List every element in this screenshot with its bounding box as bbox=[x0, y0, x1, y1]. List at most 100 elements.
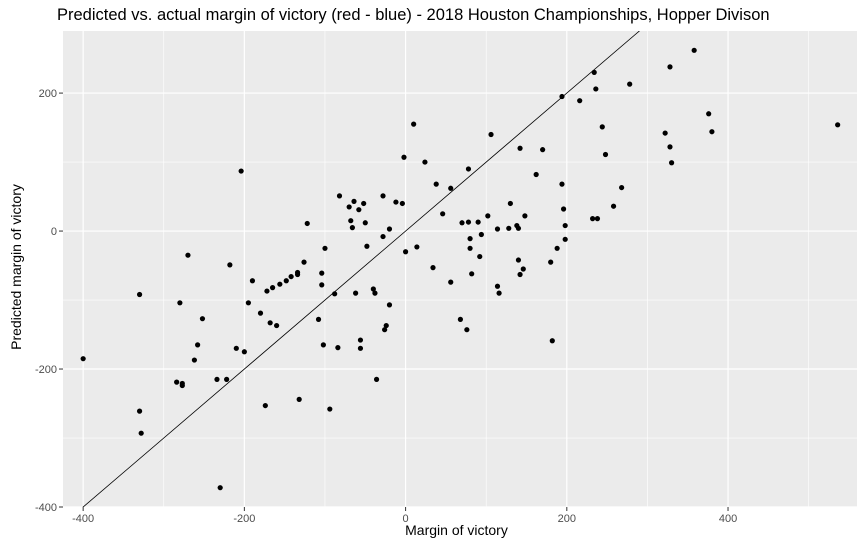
data-point bbox=[560, 206, 567, 212]
data-point bbox=[464, 327, 470, 333]
data-point bbox=[296, 396, 302, 402]
data-point bbox=[414, 244, 420, 250]
data-point bbox=[610, 203, 617, 209]
data-point bbox=[488, 131, 494, 138]
data-point bbox=[599, 124, 605, 130]
data-point bbox=[191, 357, 197, 363]
data-point bbox=[602, 151, 609, 158]
data-point bbox=[533, 171, 539, 178]
data-point bbox=[353, 290, 359, 296]
data-point bbox=[332, 291, 338, 297]
data-point bbox=[356, 207, 362, 213]
data-point bbox=[257, 310, 264, 316]
data-point bbox=[386, 226, 393, 232]
data-point bbox=[269, 285, 276, 291]
data-point bbox=[515, 257, 522, 263]
data-point bbox=[401, 154, 407, 160]
data-point bbox=[199, 316, 206, 322]
data-point bbox=[548, 259, 554, 265]
data-point bbox=[540, 147, 546, 153]
data-point bbox=[554, 245, 560, 251]
data-point bbox=[507, 200, 513, 207]
data-point bbox=[362, 220, 368, 226]
data-point bbox=[238, 168, 244, 174]
data-point bbox=[591, 69, 597, 75]
data-point bbox=[174, 379, 180, 385]
data-point bbox=[348, 218, 354, 224]
data-point bbox=[506, 225, 512, 231]
data-point bbox=[383, 322, 389, 329]
y-tick-label: 0 bbox=[51, 226, 57, 238]
data-point bbox=[422, 159, 428, 165]
data-point bbox=[267, 320, 273, 326]
data-point bbox=[319, 270, 325, 276]
data-point bbox=[380, 233, 386, 240]
data-point bbox=[478, 231, 484, 238]
data-point bbox=[288, 273, 294, 280]
reference-line bbox=[82, 31, 640, 507]
data-point bbox=[662, 130, 668, 136]
data-point bbox=[667, 64, 673, 70]
data-point bbox=[709, 129, 715, 135]
data-point bbox=[465, 219, 472, 225]
data-point bbox=[562, 236, 568, 242]
data-point bbox=[494, 226, 501, 232]
data-point bbox=[364, 243, 370, 249]
data-point bbox=[351, 198, 357, 204]
data-point bbox=[361, 200, 367, 207]
data-point bbox=[185, 252, 191, 258]
data-point bbox=[448, 279, 454, 285]
data-point bbox=[357, 337, 364, 343]
chart-title: Predicted vs. actual margin of victory (… bbox=[57, 6, 770, 24]
data-point bbox=[402, 249, 409, 255]
y-tick-label: 200 bbox=[39, 88, 57, 100]
data-point bbox=[475, 219, 481, 225]
data-point bbox=[241, 349, 247, 355]
data-point bbox=[515, 225, 522, 231]
data-point bbox=[372, 290, 378, 296]
data-point bbox=[80, 356, 86, 362]
data-point bbox=[494, 283, 501, 289]
data-point bbox=[136, 291, 143, 298]
x-tick-label: 0 bbox=[403, 513, 409, 525]
data-point bbox=[274, 322, 280, 329]
data-point bbox=[467, 245, 473, 251]
data-point bbox=[373, 376, 380, 382]
data-point bbox=[382, 327, 388, 333]
data-point bbox=[393, 199, 399, 205]
data-point bbox=[224, 376, 230, 382]
data-point bbox=[262, 402, 268, 409]
data-point bbox=[559, 181, 565, 187]
data-point bbox=[227, 262, 233, 268]
x-tick-label: 400 bbox=[719, 513, 737, 525]
data-point bbox=[336, 193, 343, 199]
data-point bbox=[627, 81, 633, 87]
x-tick-label: -400 bbox=[72, 513, 94, 525]
data-point bbox=[457, 316, 464, 322]
data-point bbox=[465, 166, 472, 172]
data-point bbox=[320, 342, 326, 348]
data-point bbox=[411, 121, 417, 127]
data-point bbox=[327, 406, 333, 412]
data-point bbox=[245, 300, 252, 306]
data-point bbox=[283, 278, 289, 284]
data-point bbox=[357, 345, 364, 351]
data-point bbox=[459, 220, 465, 226]
x-axis-label: Margin of victory bbox=[405, 522, 508, 538]
data-point bbox=[485, 213, 491, 219]
data-point bbox=[301, 259, 307, 265]
data-point bbox=[315, 316, 322, 322]
data-point bbox=[559, 93, 565, 100]
data-point bbox=[668, 160, 675, 166]
data-point bbox=[322, 245, 328, 251]
data-point bbox=[467, 236, 473, 242]
data-point bbox=[370, 286, 376, 292]
data-point bbox=[433, 181, 439, 187]
data-point bbox=[496, 290, 502, 296]
data-point bbox=[593, 86, 599, 92]
data-point bbox=[667, 144, 673, 150]
data-point bbox=[217, 485, 223, 491]
data-point bbox=[233, 345, 239, 351]
data-point bbox=[835, 122, 841, 128]
